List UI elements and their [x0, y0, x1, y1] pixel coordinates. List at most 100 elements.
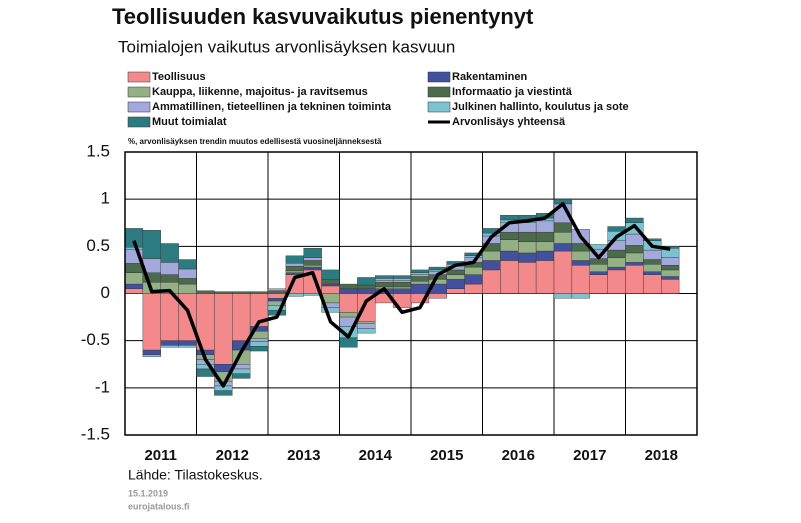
bar-segment: [500, 239, 519, 252]
bar-segment: [571, 265, 590, 294]
x-tick-label: 2015: [430, 447, 463, 464]
x-tick-label: 2017: [573, 447, 606, 464]
bar-segment: [553, 293, 573, 299]
bar-segment: [124, 288, 144, 294]
y-tick-label: 1.5: [86, 141, 110, 160]
bar-segment: [643, 249, 662, 260]
bar-segment: [178, 345, 197, 348]
bar-segment: [160, 293, 179, 341]
bar-segment: [410, 274, 430, 277]
bar-segment: [607, 269, 626, 294]
bar-segment: [571, 260, 590, 266]
bar-segment: [178, 340, 197, 346]
source: Lähde: Tilastokeskus.: [128, 467, 263, 483]
bar-segment: [339, 312, 358, 318]
bar-segment: [178, 293, 197, 341]
bar-segment: [446, 279, 465, 289]
bar-segment: [375, 281, 394, 288]
x-tick-label: 2018: [645, 447, 678, 464]
bar-segment: [285, 255, 304, 264]
bar-segment: [643, 274, 662, 294]
bar-segment: [321, 283, 340, 287]
bar-segment: [518, 252, 537, 263]
bar-segment: [375, 278, 394, 281]
bar-segment: [124, 272, 144, 285]
bar-segment: [160, 274, 179, 283]
bar-segment: [357, 288, 376, 294]
bar-segment: [571, 250, 590, 261]
legend-label: Muut toimialat: [152, 116, 227, 128]
bar-segment: [589, 274, 608, 294]
legend-label: Ammatillinen, tieteellinen ja tekninen t…: [152, 101, 392, 113]
y-tick-label: -0.5: [81, 330, 110, 349]
bar-segment: [500, 250, 519, 261]
legend-marker: [427, 101, 451, 113]
bar-segment: [410, 269, 430, 273]
plot-border: [124, 151, 698, 436]
x-tick-label: 2016: [502, 447, 535, 464]
bar-segment: [124, 263, 144, 273]
bar-segment: [232, 293, 251, 341]
x-tick-label: 2011: [144, 447, 177, 464]
bar-segment: [392, 280, 412, 283]
bar-segment: [661, 279, 680, 294]
bar-segment: [232, 368, 251, 374]
date: 15.1.2019: [128, 488, 168, 498]
bar-segment: [196, 349, 215, 356]
bar-segment: [392, 288, 412, 294]
bar-segment: [178, 278, 197, 285]
bar-segment: [375, 280, 394, 283]
bar-segment: [518, 262, 537, 294]
bar-segment: [607, 249, 626, 258]
bar-segment: [178, 268, 197, 279]
bar-segment: [571, 293, 590, 299]
bar-segment: [518, 231, 537, 242]
bar-segment: [518, 222, 537, 233]
bar-segment: [357, 321, 376, 324]
bar-segment: [446, 274, 465, 280]
y-tick-label: 1: [101, 189, 110, 208]
bar-segment: [392, 278, 412, 281]
legend-label: Arvonlisäys yhteensä: [452, 116, 566, 128]
y-tick-label: 0: [101, 283, 110, 302]
bar-segment: [214, 291, 233, 294]
bar-segment: [303, 266, 322, 271]
bar-segment: [643, 264, 662, 273]
total-line: [132, 202, 671, 388]
bar-segment: [607, 257, 626, 268]
bar-segment: [500, 260, 519, 294]
bar-segment: [160, 243, 179, 263]
bar-segment: [535, 250, 555, 261]
bar-segment: [535, 231, 555, 242]
chart-subtitle: Toimialojen vaikutus arvonlisäyksen kasv…: [118, 37, 455, 56]
bar-segment: [357, 328, 376, 334]
bar-segment: [124, 283, 144, 289]
bar-segment: [339, 337, 358, 348]
bar-segment: [625, 262, 644, 266]
bar-segment: [124, 247, 144, 250]
bar-segment: [607, 226, 626, 232]
x-tick-label: 2014: [359, 447, 393, 464]
bar-segment: [357, 284, 376, 289]
bar-segment: [339, 288, 358, 294]
bar-segment: [285, 265, 304, 272]
bar-segment: [500, 215, 519, 221]
bar-segment: [357, 277, 376, 286]
bar-segment: [625, 217, 644, 223]
x-tick-label: 2013: [287, 447, 320, 464]
bar-segment: [232, 373, 251, 379]
bar-segment: [321, 269, 340, 280]
legend-label: Rakentaminen: [452, 71, 527, 83]
bar-segment: [392, 286, 412, 289]
bar-segment: [267, 288, 287, 291]
bar-segment: [267, 290, 287, 294]
bar-segment: [160, 262, 179, 275]
bar-segment: [285, 270, 304, 273]
chart-title: Teollisuuden kasvuvaikutus pienentynyt: [112, 4, 534, 29]
bar-segment: [625, 265, 644, 294]
bar-segment: [339, 283, 358, 289]
bar-segment: [267, 293, 287, 299]
legend-marker: [127, 116, 151, 128]
bar-segment: [339, 293, 358, 313]
